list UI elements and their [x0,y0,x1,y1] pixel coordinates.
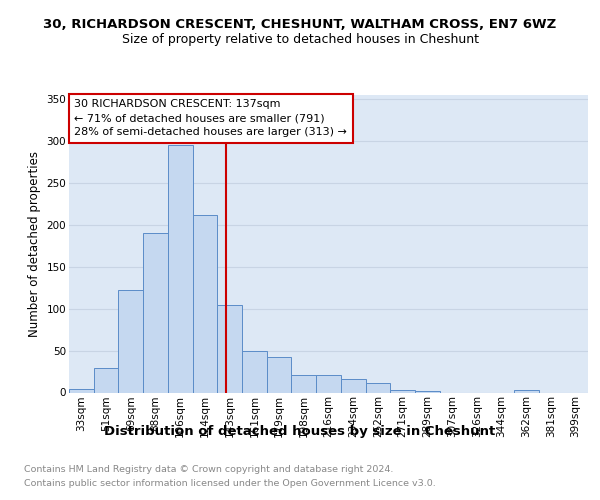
Bar [217,304,242,392]
Bar [69,389,94,392]
Text: Size of property relative to detached houses in Cheshunt: Size of property relative to detached ho… [121,32,479,46]
Y-axis label: Number of detached properties: Number of detached properties [28,151,41,337]
Bar [365,384,390,392]
Bar [267,358,292,392]
Bar [316,375,341,392]
Bar [168,146,193,392]
Text: Distribution of detached houses by size in Cheshunt: Distribution of detached houses by size … [104,424,496,438]
Bar [341,379,365,392]
Text: 30, RICHARDSON CRESCENT, CHESHUNT, WALTHAM CROSS, EN7 6WZ: 30, RICHARDSON CRESCENT, CHESHUNT, WALTH… [43,18,557,30]
Bar [143,234,168,392]
Bar [118,290,143,392]
Text: Contains public sector information licensed under the Open Government Licence v3: Contains public sector information licen… [24,480,436,488]
Bar [292,375,316,392]
Bar [390,390,415,392]
Text: 30 RICHARDSON CRESCENT: 137sqm
← 71% of detached houses are smaller (791)
28% of: 30 RICHARDSON CRESCENT: 137sqm ← 71% of … [74,100,347,138]
Bar [514,390,539,392]
Bar [94,368,118,392]
Bar [242,350,267,393]
Text: Contains HM Land Registry data © Crown copyright and database right 2024.: Contains HM Land Registry data © Crown c… [24,464,394,473]
Bar [415,391,440,392]
Bar [193,215,217,392]
